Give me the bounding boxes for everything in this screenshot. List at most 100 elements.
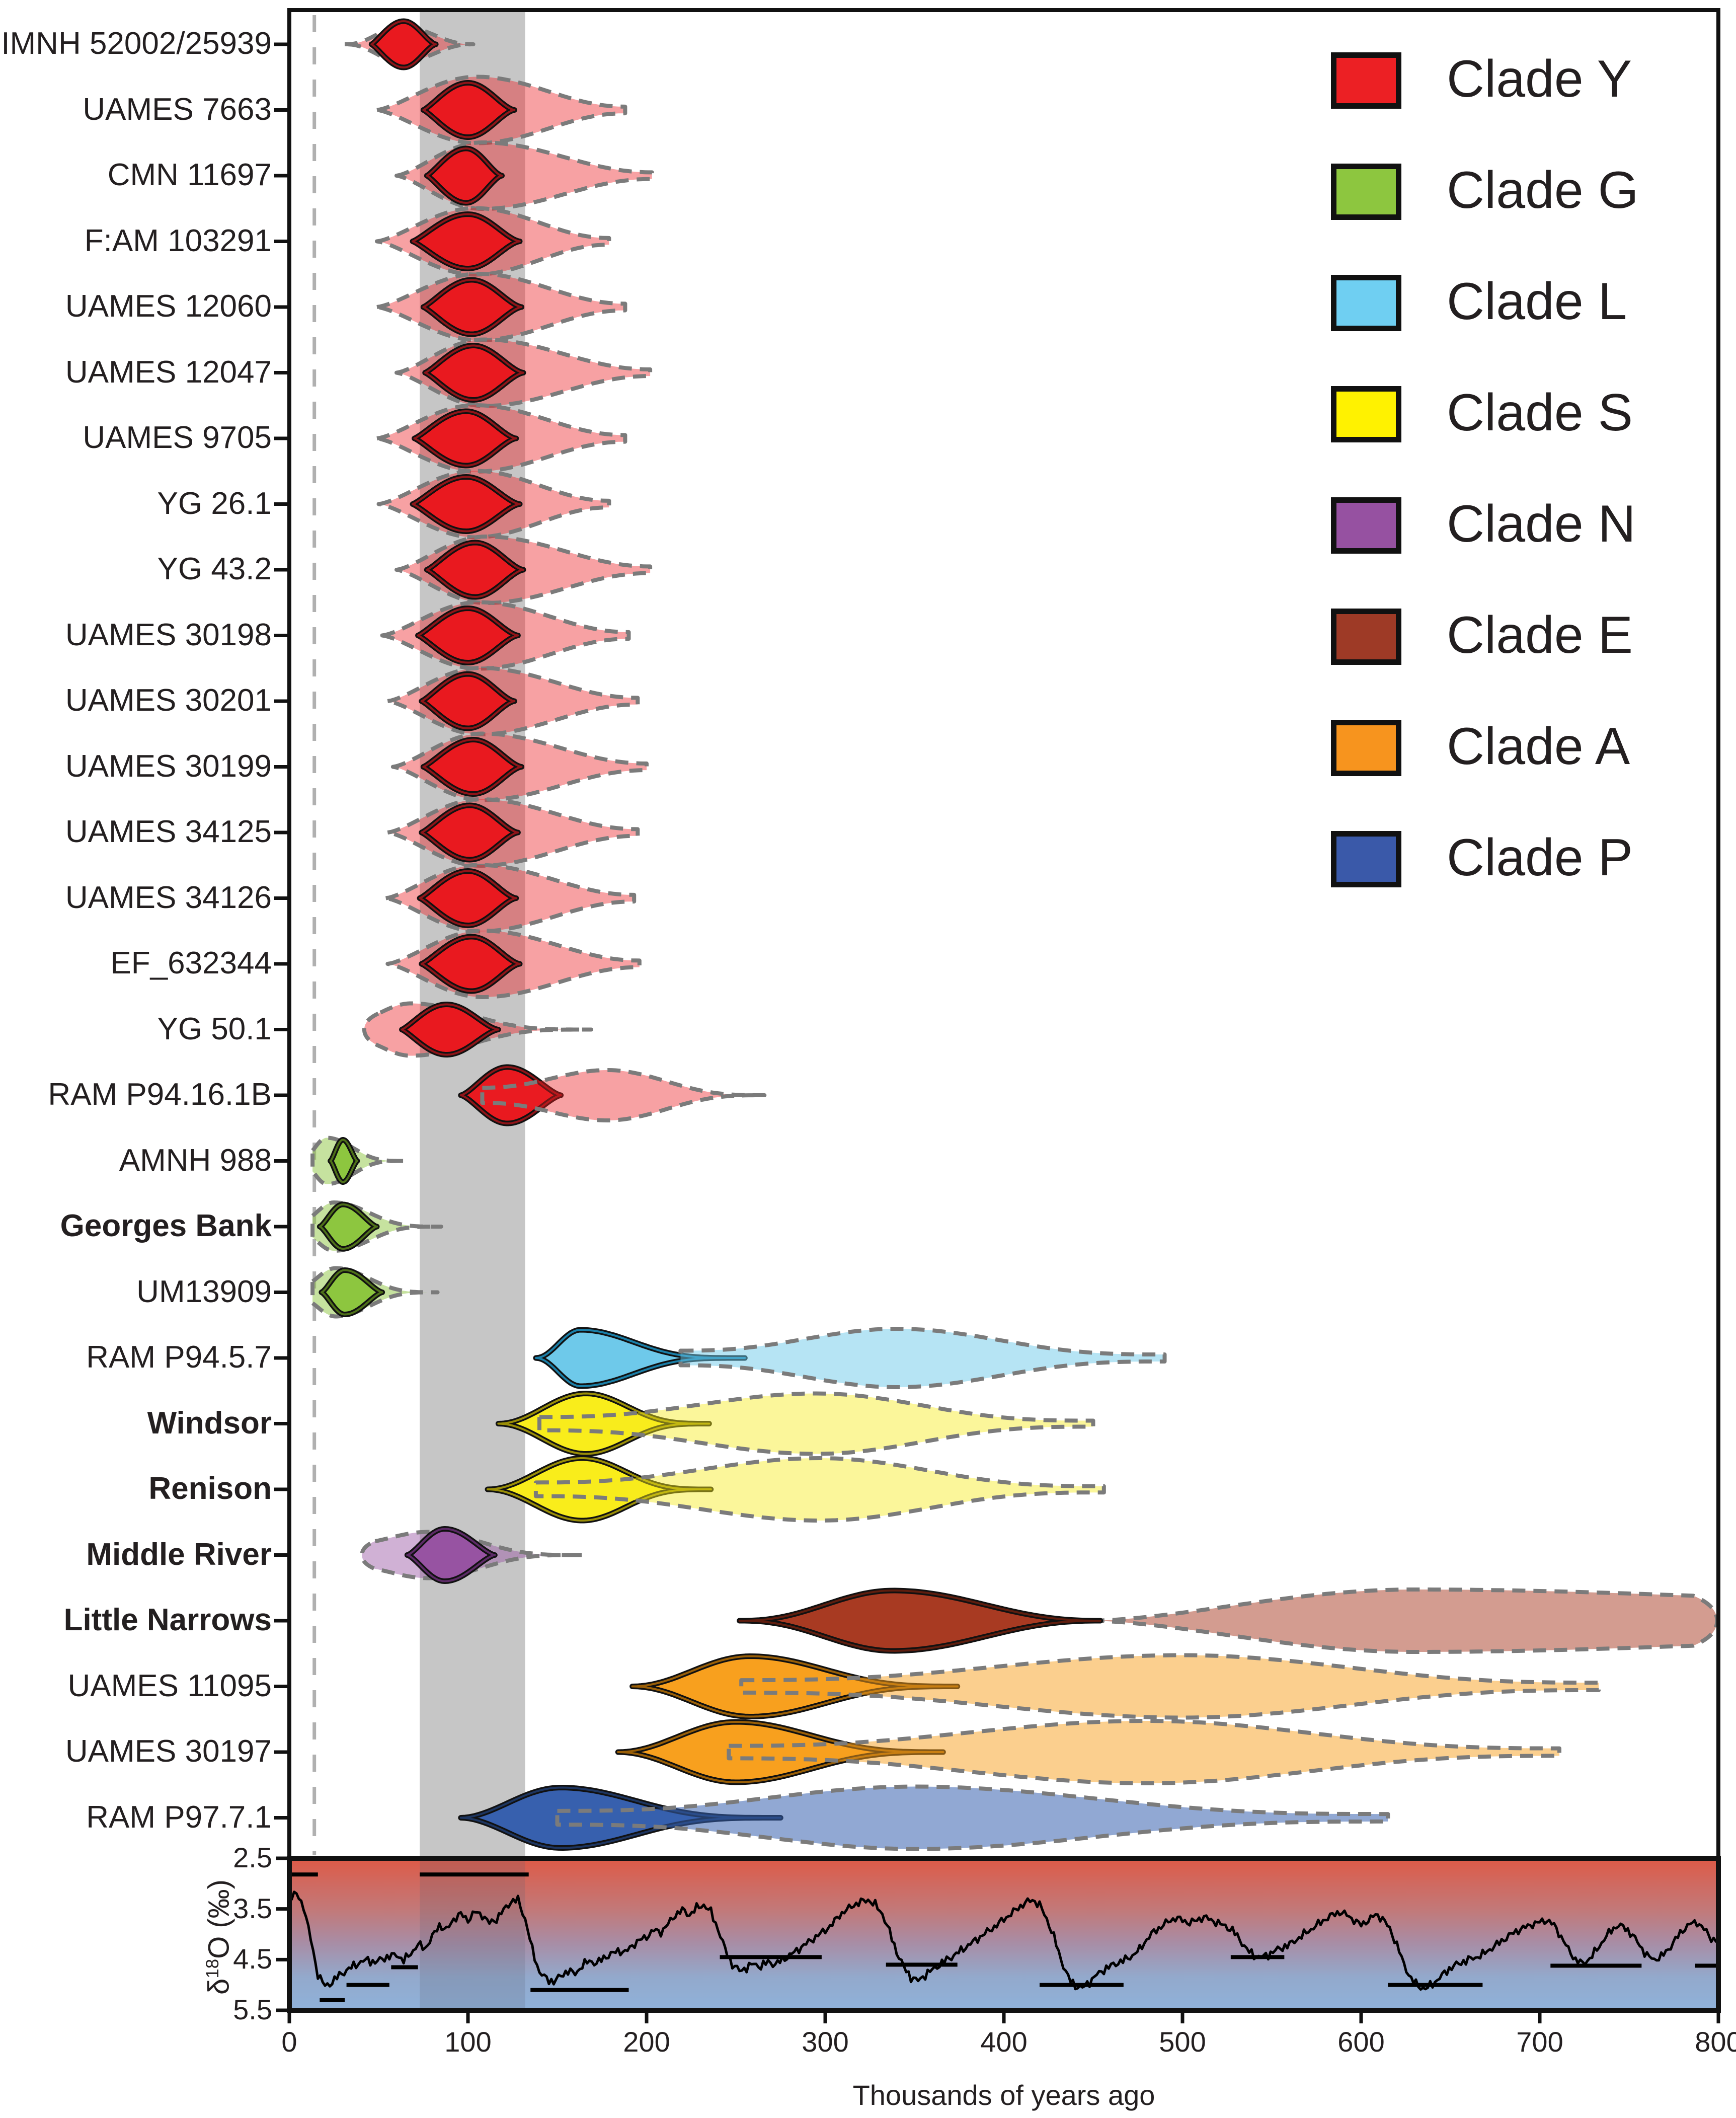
violin-row bbox=[629, 1653, 1601, 1720]
row-label: UAMES 12060 bbox=[65, 289, 272, 324]
row-label: Little Narrows bbox=[63, 1603, 272, 1637]
violin-row bbox=[375, 74, 627, 145]
dashed-violin bbox=[480, 1068, 767, 1122]
violin-row bbox=[385, 929, 642, 999]
violin-row bbox=[343, 18, 476, 70]
solid-violin bbox=[737, 1587, 1103, 1654]
delta18o-axis-label: δ18O (‰) bbox=[202, 1879, 235, 1995]
solid-violin-inner-edge bbox=[406, 1528, 496, 1582]
row-label: UAMES 12047 bbox=[65, 354, 272, 390]
legend-swatch bbox=[1331, 164, 1401, 220]
violin-row bbox=[485, 1455, 1106, 1524]
solid-violin-inner-edge bbox=[417, 607, 519, 664]
violin-row bbox=[362, 1001, 593, 1058]
violin-row bbox=[533, 1327, 1167, 1389]
isotope-stage-bar bbox=[291, 1872, 318, 1877]
dashed-violin bbox=[1089, 1587, 1719, 1654]
dashed-violin bbox=[533, 1456, 1106, 1523]
x-tick-label: 600 bbox=[1337, 2026, 1385, 2058]
row-label: YG 43.2 bbox=[157, 552, 272, 586]
violin-row bbox=[394, 535, 653, 605]
row-label: UAMES 11095 bbox=[67, 1668, 272, 1703]
y2-tick-label: 3.5 bbox=[233, 1892, 272, 1924]
solid-violin-inner-edge bbox=[412, 476, 521, 533]
violin-row bbox=[375, 206, 611, 277]
violin-row bbox=[380, 600, 631, 671]
row-label: UAMES 34126 bbox=[65, 880, 272, 915]
isotope-stage-bar bbox=[720, 1955, 822, 1959]
solid-violin-inner-edge bbox=[426, 147, 503, 204]
legend-label: Clade N bbox=[1447, 495, 1636, 553]
violin-row bbox=[458, 1784, 1390, 1851]
violin-row bbox=[385, 797, 640, 868]
row-label: UAMES 30201 bbox=[65, 683, 272, 718]
solid-violin-inner-edge bbox=[424, 344, 524, 401]
isotope-stage-bar bbox=[1040, 1983, 1124, 1987]
solid-violin-inner-edge bbox=[487, 1457, 712, 1522]
x-tick-label: 800 bbox=[1695, 2026, 1736, 2058]
isotope-stage-bar bbox=[530, 1988, 629, 1992]
row-label: UAMES 9705 bbox=[83, 420, 272, 455]
legend-swatch bbox=[1331, 275, 1401, 331]
legend-label: Clade G bbox=[1447, 161, 1639, 219]
x-tick-label: 200 bbox=[623, 2026, 670, 2058]
legend-label: Clade Y bbox=[1447, 50, 1632, 108]
solid-violin-inner-edge bbox=[459, 1066, 562, 1124]
row-label: RAM P97.7.1 bbox=[86, 1799, 272, 1835]
isotope-stage-bar bbox=[886, 1962, 958, 1967]
legend-label: Clade E bbox=[1447, 606, 1633, 664]
row-label: YG 26.1 bbox=[157, 486, 272, 521]
solid-violin-inner-edge bbox=[412, 213, 521, 270]
violin-row bbox=[375, 272, 627, 342]
violin-row bbox=[394, 337, 653, 408]
x-tick-label: 100 bbox=[444, 2026, 492, 2058]
row-label: EF_632344 bbox=[110, 946, 272, 980]
row-label: UAMES 34125 bbox=[65, 814, 272, 849]
isotope-stage-bar bbox=[1695, 1963, 1718, 1968]
isotope-stage-bar bbox=[391, 1965, 418, 1970]
row-label: F:AM 103291 bbox=[84, 223, 272, 258]
solid-violin-inner-edge bbox=[420, 804, 519, 861]
row-label: Georges Bank bbox=[60, 1208, 272, 1243]
solid-violin-inner-edge bbox=[426, 542, 524, 598]
violin-row bbox=[375, 403, 627, 474]
delta-panel-band bbox=[420, 1858, 525, 2010]
isotope-stage-bar bbox=[1230, 1955, 1285, 1959]
dashed-violin bbox=[678, 1327, 1167, 1389]
row-label: AMNH 988 bbox=[119, 1143, 272, 1178]
isotope-stage-bar bbox=[1388, 1983, 1483, 1987]
solid-violin-inner-edge bbox=[319, 1203, 378, 1250]
legend-label: Clade A bbox=[1447, 717, 1630, 776]
x-tick-label: 700 bbox=[1516, 2026, 1563, 2058]
violin-row bbox=[360, 1526, 585, 1584]
row-label: CMN 11697 bbox=[107, 158, 272, 192]
legend-swatch bbox=[1331, 497, 1401, 554]
solid-violin-inner-edge bbox=[497, 1392, 711, 1455]
solid-violin-inner-edge bbox=[413, 410, 517, 467]
solid-violin-inner-edge bbox=[401, 1003, 500, 1056]
isotope-stage-bar bbox=[346, 1983, 389, 1987]
solid-violin-inner-edge bbox=[420, 936, 521, 992]
violin-row bbox=[310, 1266, 440, 1319]
isotope-stage-bar bbox=[320, 1998, 345, 2002]
violin-row bbox=[615, 1719, 1561, 1785]
legend-label: Clade P bbox=[1447, 828, 1633, 887]
solid-violin-inner-edge bbox=[320, 1269, 383, 1316]
y2-tick-label: 5.5 bbox=[233, 1994, 272, 2025]
violin-row bbox=[458, 1064, 767, 1126]
violin-row bbox=[495, 1391, 1095, 1457]
solid-violin-inner-edge bbox=[422, 738, 523, 795]
row-label: Middle River bbox=[86, 1537, 272, 1572]
row-label: RAM P94.5.7 bbox=[86, 1340, 272, 1375]
violin-row bbox=[385, 666, 640, 736]
violin-row bbox=[376, 469, 611, 540]
x-tick-label: 500 bbox=[1159, 2026, 1206, 2058]
row-label: RAM P94.16.1B bbox=[48, 1077, 272, 1112]
solid-violin-inner-edge bbox=[420, 673, 516, 729]
legend-swatch bbox=[1331, 720, 1401, 776]
row-label: YG 50.1 bbox=[157, 1011, 272, 1046]
violin-row bbox=[310, 1200, 443, 1253]
isotope-stage-bar bbox=[1550, 1963, 1642, 1968]
